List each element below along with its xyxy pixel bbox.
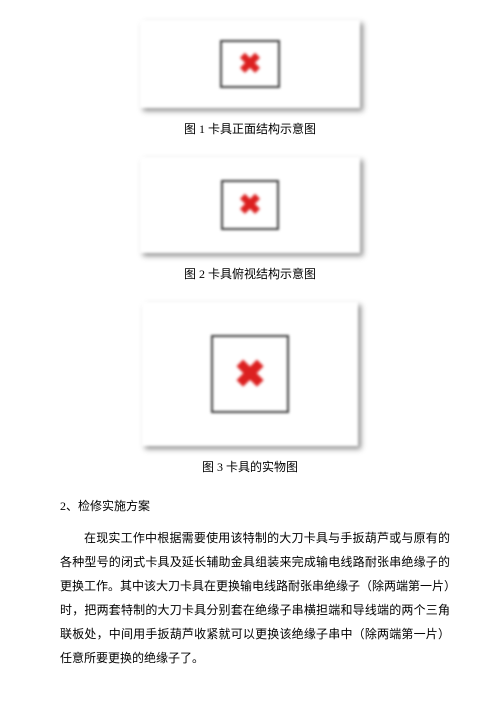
figure-1-image: ✖: [140, 20, 360, 108]
figure-1-caption: 图 1 卡具正面结构示意图: [184, 120, 316, 137]
figure-3-caption: 图 3 卡具的实物图: [202, 458, 298, 475]
figure-3-image: ✖: [142, 302, 358, 446]
section-heading: 2、检修实施方案: [0, 497, 500, 514]
broken-image-icon: ✖: [238, 47, 261, 81]
broken-image-icon: ✖: [238, 188, 261, 222]
figure-2-image: ✖: [140, 157, 360, 253]
broken-image-icon: ✖: [234, 352, 266, 397]
figure-1-inner-frame: ✖: [220, 40, 280, 88]
figure-2-caption: 图 2 卡具俯视结构示意图: [184, 265, 316, 282]
figure-2: ✖ 图 2 卡具俯视结构示意图: [0, 151, 500, 296]
figure-3: ✖ 图 3 卡具的实物图: [0, 296, 500, 489]
figure-2-inner-frame: ✖: [221, 180, 279, 230]
body-paragraph: 在现实工作中根据需要使用该特制的大刀卡具与手扳葫芦或与原有的各种型号的闭式卡具及…: [0, 526, 500, 670]
figure-1: ✖ 图 1 卡具正面结构示意图: [0, 10, 500, 151]
figure-3-inner-frame: ✖: [211, 335, 289, 413]
